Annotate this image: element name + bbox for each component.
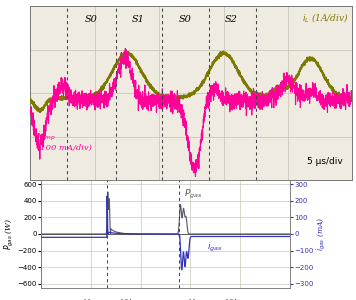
Text: S2: S2	[225, 15, 238, 24]
Text: $i_{lamp}$
(100 mA/div): $i_{lamp}$ (100 mA/div)	[37, 130, 91, 152]
Text: $P_{gas}$: $P_{gas}$	[184, 188, 203, 201]
Text: $i_{gas}$: $i_{gas}$	[206, 241, 222, 254]
Text: S0: S0	[178, 15, 191, 24]
Y-axis label: $P_{gas}$ (W): $P_{gas}$ (W)	[3, 218, 16, 250]
Text: $i_L$ (1A/div): $i_L$ (1A/div)	[303, 11, 349, 24]
Text: S0: S0	[85, 15, 98, 24]
Text: $Vgas \approx -Vth$: $Vgas \approx -Vth$	[188, 297, 240, 300]
Text: $Vgas \approx +Vth$
$(1800\ V)$: $Vgas \approx +Vth$ $(1800\ V)$	[83, 297, 135, 300]
Text: 5 μs/div: 5 μs/div	[307, 157, 343, 166]
Text: S1: S1	[132, 15, 145, 24]
Y-axis label: $i_{gas}$ (mA): $i_{gas}$ (mA)	[315, 217, 328, 251]
